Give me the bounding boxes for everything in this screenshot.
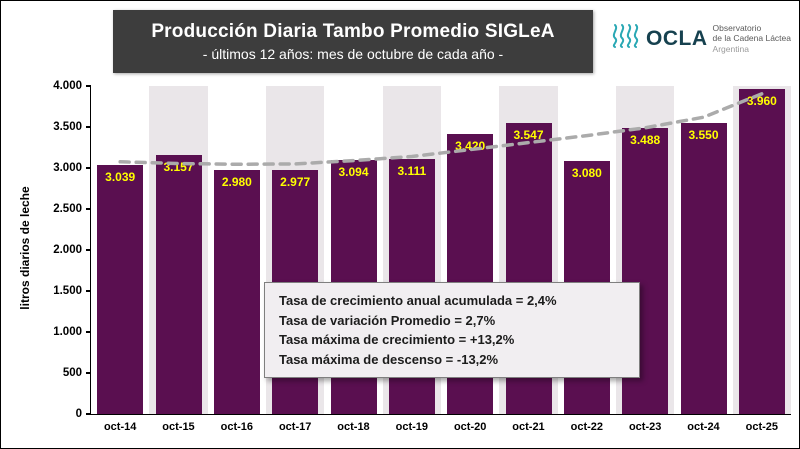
logo-line2: de la Cadena Láctea — [712, 33, 791, 44]
y-tick-mark — [86, 413, 91, 415]
y-tick-mark — [86, 331, 91, 333]
bar-oct-16: 2.980 — [213, 169, 260, 414]
bar-value-label: 3.157 — [163, 160, 194, 175]
bar-oct-24: 3.550 — [680, 122, 727, 414]
bar-value-label: 3.080 — [571, 166, 602, 181]
stat-line: Tasa máxima de crecimiento = +13,2% — [279, 332, 515, 347]
y-tick-label: 3.000 — [53, 162, 82, 174]
y-tick-label: 2.500 — [53, 203, 82, 215]
y-tick-label: 3.500 — [53, 121, 82, 133]
x-tick-label: oct-21 — [512, 421, 545, 433]
y-tick-mark — [86, 208, 91, 210]
stats-box: Tasa de crecimiento anual acumulada = 2,… — [264, 282, 640, 378]
stat-line: Tasa máxima de descenso = -13,2% — [279, 351, 499, 367]
bar-value-label: 3.420 — [455, 138, 486, 153]
y-tick-mark — [86, 249, 91, 251]
bar-value-label: 2.977 — [280, 174, 311, 189]
y-tick-label: 0 — [75, 408, 82, 420]
x-tick-label: oct-17 — [278, 421, 312, 433]
x-tick-label: oct-14 — [103, 421, 137, 433]
x-tick-label: oct-25 — [745, 421, 779, 433]
x-tick-label: oct-15 — [162, 421, 195, 433]
y-tick-mark — [86, 372, 91, 374]
stat-line: Tasa de variación Promedio = 2,7% — [279, 312, 496, 328]
chart-subtitle: - últimos 12 años: mes de octubre de cad… — [202, 46, 504, 62]
bar-value-label: 3.039 — [105, 169, 136, 184]
y-tick-label: 1.500 — [53, 285, 82, 297]
bar-oct-15: 3.157 — [155, 155, 202, 414]
bar-value-label: 3.111 — [397, 163, 427, 178]
logo-line3: Argentina — [712, 43, 749, 54]
x-tick-label: oct-22 — [570, 421, 604, 433]
bar-oct-25: 3.960 — [738, 89, 785, 414]
bar-value-label: 3.960 — [746, 94, 777, 109]
y-tick-label: 4.000 — [53, 80, 82, 92]
ocla-logo: OCLA Observatorio de la Cadena Láctea Ar… — [611, 23, 791, 54]
y-tick-mark — [86, 126, 91, 128]
y-axis-title: litros diarios de leche — [18, 186, 32, 310]
x-tick-label: oct-23 — [628, 421, 662, 433]
x-tick-label: oct-18 — [337, 421, 370, 433]
stat-line: Tasa de crecimiento anual acumulada = 2,… — [279, 293, 557, 308]
x-tick-label: oct-19 — [395, 421, 429, 433]
y-tick-mark — [86, 167, 91, 169]
logo-name: OCLA — [646, 26, 708, 50]
bar-value-label: 3.094 — [338, 165, 369, 180]
y-tick-label: 2.000 — [53, 244, 82, 256]
bar-value-label: 3.550 — [688, 127, 719, 142]
y-tick-label: 1.000 — [53, 326, 82, 338]
bar-value-label: 3.547 — [513, 128, 544, 143]
x-tick-label: oct-16 — [220, 421, 254, 433]
chart-title: Producción Diaria Tambo Promedio SIGLeA — [151, 21, 555, 42]
wave-icon — [611, 23, 641, 54]
bar-value-label: 2.980 — [221, 174, 252, 189]
y-tick-mark — [86, 290, 91, 292]
x-tick-label: oct-24 — [687, 421, 720, 433]
logo-description: Observatorio de la Cadena Láctea Argenti… — [713, 23, 791, 54]
y-tick-mark — [86, 85, 91, 87]
chart-header: Producción Diaria Tambo Promedio SIGLeA … — [113, 10, 593, 73]
y-tick-label: 500 — [62, 367, 82, 379]
x-tick-label: oct-20 — [453, 421, 487, 433]
bar-value-label: 3.488 — [630, 132, 661, 147]
bar-oct-14: 3.039 — [97, 164, 144, 414]
logo-line1: Observatorio — [712, 23, 762, 34]
